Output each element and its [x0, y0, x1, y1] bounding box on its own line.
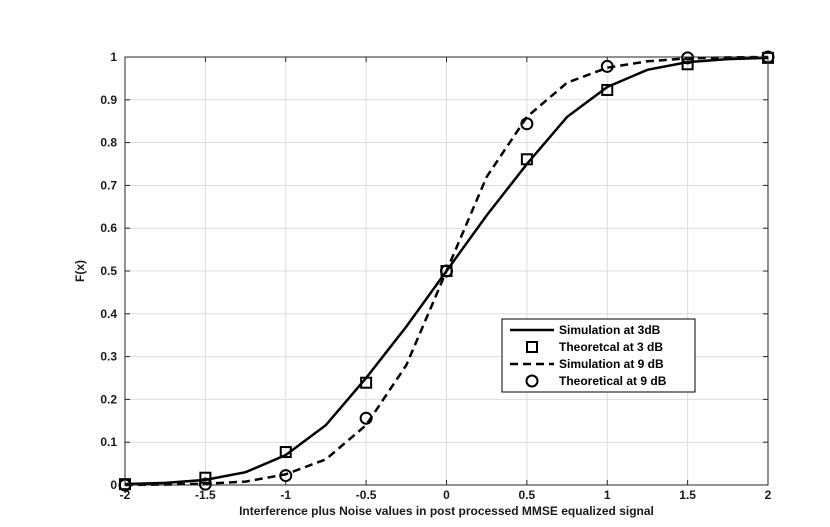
- legend-swatch: [525, 374, 539, 388]
- series-line: [124, 55, 769, 487]
- legend-entry: Simulation at 3dB: [510, 323, 661, 337]
- x-tick-label: 0.5: [519, 488, 536, 502]
- y-tick-label: 0.5: [100, 264, 117, 278]
- x-tick-label: 1.5: [679, 488, 696, 502]
- x-tick-label: -2: [120, 488, 131, 502]
- y-tick-label: 0.2: [100, 392, 117, 406]
- x-tick-label: 0: [443, 488, 450, 502]
- y-axis-label: F(x): [73, 260, 87, 282]
- legend-label: Theoretical at 9 dB: [559, 374, 667, 388]
- data-point: [440, 264, 453, 278]
- legend-swatch: [526, 341, 538, 353]
- tick-layer: -2 -1.5 -1 -0.5 0 0.5 1 1.5 2 0 0.1 0.2 0.3 0.4 0.5 0.6…: [100, 50, 771, 502]
- data-point: [198, 477, 212, 491]
- x-tick-label: -1.5: [195, 488, 216, 502]
- legend-label: Simulation at 3dB: [559, 323, 661, 337]
- data-point: [520, 117, 534, 131]
- y-tick-label: 1: [110, 50, 117, 64]
- y-tick-label: 0.9: [100, 93, 117, 107]
- legend-entry: Theoretcal at 3 dB: [526, 340, 663, 354]
- y-tick-label: 0.7: [100, 178, 117, 192]
- legend-label: Simulation at 9 dB: [559, 357, 664, 371]
- x-tick-label: 2: [765, 488, 772, 502]
- data-point: [520, 153, 533, 166]
- data-point: [359, 411, 373, 425]
- data-point: [601, 83, 614, 96]
- y-tick-label: 0.3: [100, 350, 117, 364]
- x-tick-label: 1: [604, 488, 611, 502]
- x-axis-label: Interference plus Noise values in post p…: [239, 504, 654, 518]
- data-point: [279, 446, 292, 459]
- legend-entry: Simulation at 9 dB: [510, 357, 664, 371]
- y-tick-label: 0.4: [100, 307, 117, 321]
- y-tick-label: 0.6: [100, 221, 117, 235]
- y-tick-label: 0.1: [100, 435, 117, 449]
- series-2: [124, 55, 769, 487]
- y-tick-label: 0: [110, 478, 117, 492]
- data-point: [360, 376, 373, 389]
- legend-entry: Theoretical at 9 dB: [525, 374, 667, 388]
- legend-label: Theoretcal at 3 dB: [559, 340, 663, 354]
- data-point: [681, 51, 695, 65]
- legend: Simulation at 3dB Theoretcal at 3 dB Simul…: [501, 318, 696, 393]
- x-tick-label: -1: [280, 488, 291, 502]
- x-tick-label: -0.5: [356, 488, 377, 502]
- y-tick-label: 0.8: [100, 136, 117, 150]
